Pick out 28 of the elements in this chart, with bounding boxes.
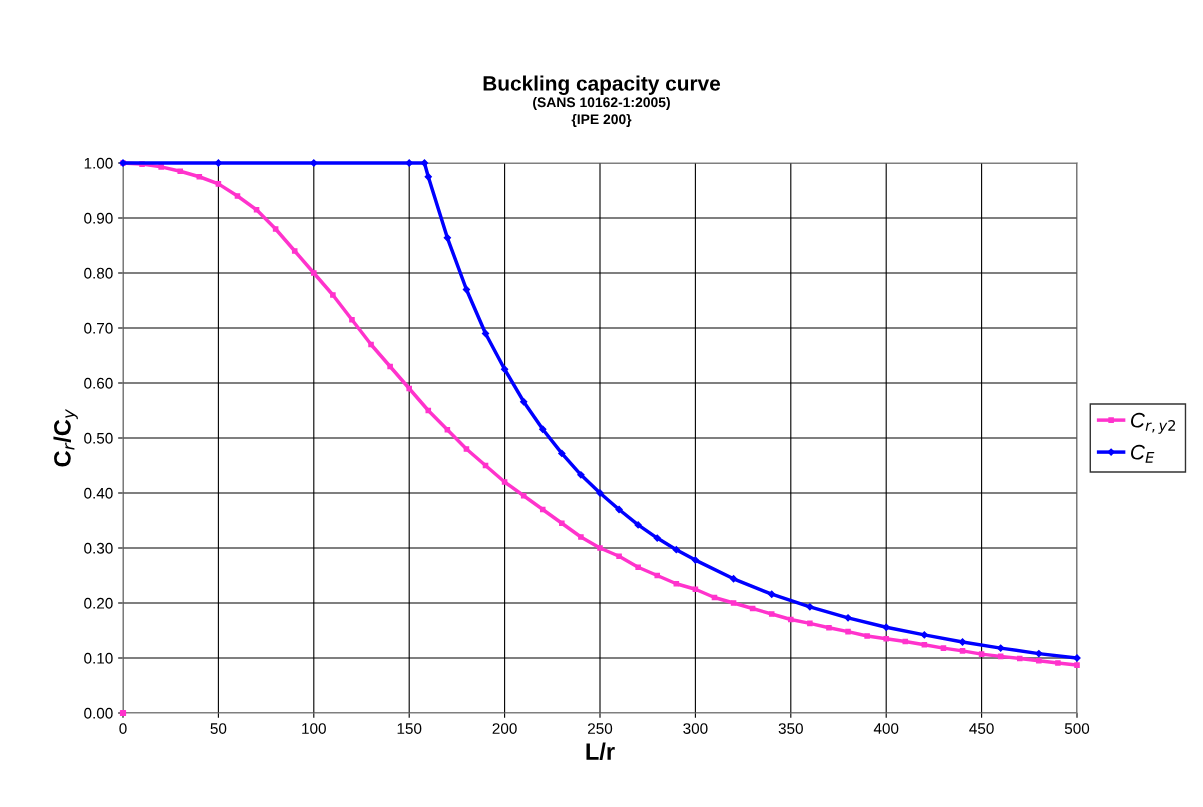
y-tick-label: 0.90 (84, 212, 113, 224)
chart-title: Buckling capacity curve (483, 75, 721, 95)
y-tick-label: 0.20 (84, 597, 113, 609)
x-tick-label: 450 (969, 723, 994, 734)
y-tick-label: 0.70 (84, 322, 113, 334)
y-tick-label: 1.00 (84, 157, 113, 169)
chart-subtitle: (SANS 10162-1:2005) {IPE 200} (533, 97, 670, 127)
x-tick-label: 100 (302, 723, 326, 734)
x-tick-label: 300 (683, 723, 708, 734)
y-tick-label: 0.00 (84, 707, 113, 719)
x-tick-label: 0 (119, 723, 127, 734)
y-tick-label: 0.80 (84, 267, 113, 279)
x-tick-label: 350 (778, 723, 803, 734)
legend-label: C$_{r,y2}$ (1131, 412, 1176, 434)
legend-label: C$_{E}$ (1131, 444, 1155, 463)
x-tick-label: 250 (588, 723, 613, 734)
x-tick-label: 200 (492, 723, 517, 734)
y-tick-label: 0.60 (84, 377, 113, 389)
y-tick-label: 0.50 (84, 432, 113, 444)
y-axis-title: C$_{r}$/C$_{y}$ (53, 408, 78, 467)
y-tick-label: 0.40 (84, 487, 113, 499)
y-tick-label: 0.30 (84, 542, 113, 554)
x-tick-label: 500 (1064, 723, 1090, 734)
y-tick-label: 0.10 (84, 652, 113, 664)
x-tick-label: 150 (397, 723, 422, 734)
x-tick-label: 400 (873, 723, 899, 734)
x-tick-label: 50 (210, 723, 227, 734)
x-axis-title: L/r (586, 742, 615, 761)
